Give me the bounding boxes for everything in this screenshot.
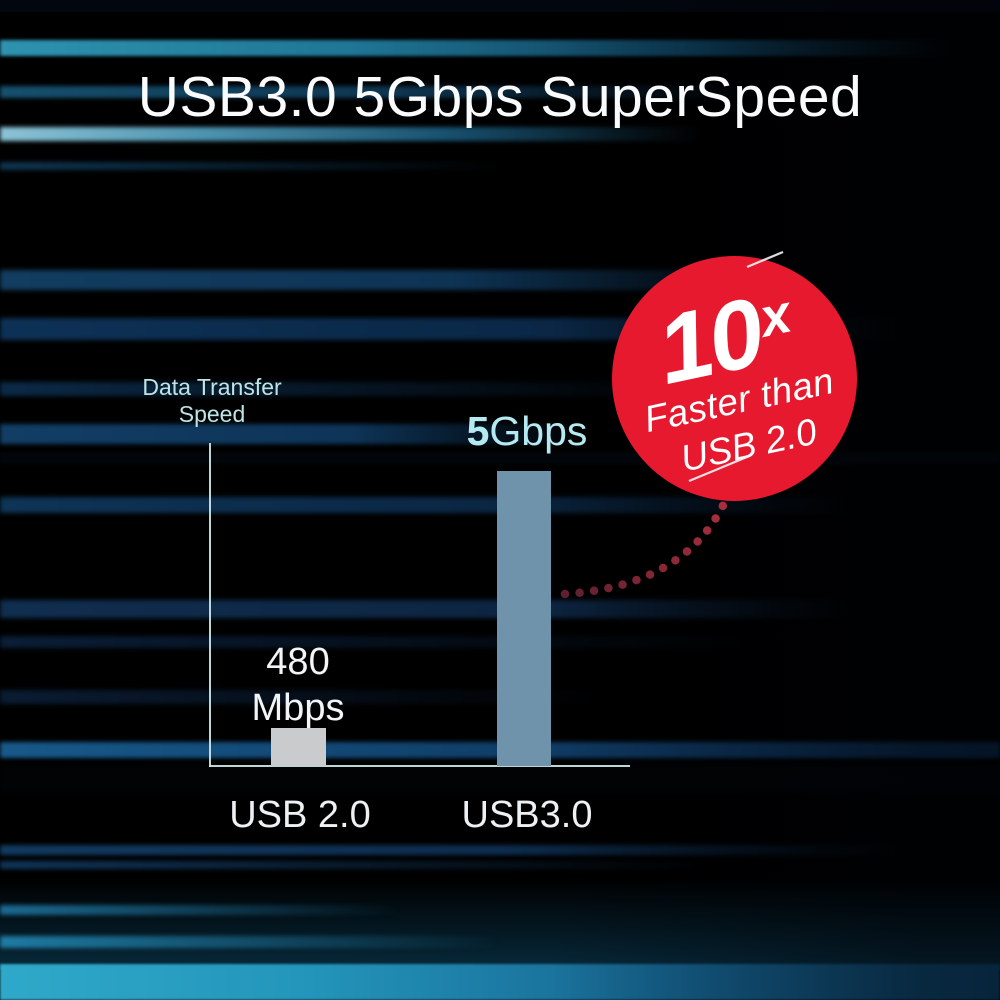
value-5: 5 bbox=[466, 408, 490, 454]
bar-value-label-usb3: 5Gbps bbox=[445, 408, 609, 455]
bar-usb3 bbox=[497, 471, 551, 766]
speed-streak bbox=[0, 40, 1000, 56]
page-title: USB3.0 5Gbps SuperSpeed bbox=[137, 65, 863, 129]
speed-streak bbox=[0, 766, 1000, 792]
speed-streak bbox=[0, 936, 1000, 948]
speed-streak bbox=[0, 845, 1000, 855]
speed-streak bbox=[0, 905, 1000, 915]
speed-streak bbox=[0, 127, 1000, 141]
speed-streak bbox=[0, 964, 1000, 1000]
bar-value-label-usb2: 480 Mbps bbox=[250, 640, 346, 731]
ten-x-badge: 10x Faster than USB 2.0 bbox=[612, 256, 857, 501]
category-label-usb3: USB3.0 bbox=[461, 794, 593, 836]
unit-mbps: Mbps bbox=[251, 686, 345, 729]
speed-streak bbox=[0, 0, 1000, 12]
y-axis-label: Data Transfer Speed bbox=[142, 374, 282, 428]
speed-streak bbox=[0, 162, 1000, 170]
speed-streak bbox=[0, 878, 1000, 970]
y-axis-line bbox=[209, 443, 211, 767]
speed-streak bbox=[0, 861, 1000, 869]
bar-usb2 bbox=[271, 728, 326, 766]
ten-x-badge-content: 10x Faster than USB 2.0 bbox=[589, 233, 880, 524]
unit-gbps: Gbps bbox=[489, 408, 588, 454]
speed-streak bbox=[0, 270, 1000, 290]
category-label-usb2: USB 2.0 bbox=[229, 794, 371, 836]
x-axis-line bbox=[209, 765, 630, 767]
speed-streak bbox=[0, 86, 1000, 98]
value-480: 480 bbox=[266, 641, 330, 683]
